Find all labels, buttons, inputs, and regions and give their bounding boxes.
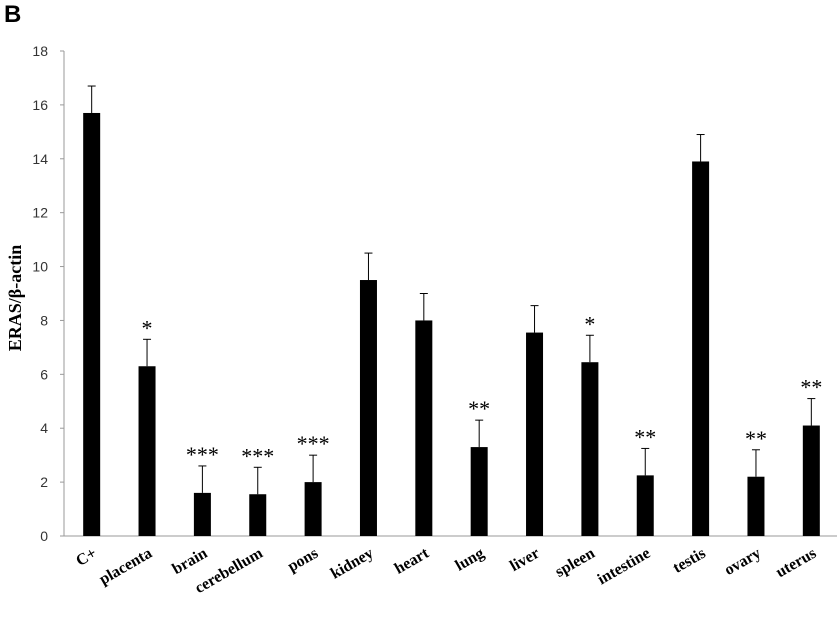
bar bbox=[802, 425, 820, 536]
bar bbox=[470, 447, 488, 536]
x-tick-label: placenta bbox=[96, 545, 155, 589]
bar bbox=[747, 476, 765, 536]
bar bbox=[138, 366, 156, 536]
x-tick-label: pons bbox=[285, 545, 321, 576]
significance-mark: ** bbox=[468, 396, 490, 421]
y-tick-label: 12 bbox=[32, 205, 48, 221]
y-tick-label: 0 bbox=[40, 528, 48, 544]
y-tick-label: 14 bbox=[32, 151, 48, 167]
x-tick-label: testis bbox=[670, 545, 709, 577]
x-tick-label: ovary bbox=[722, 545, 764, 579]
y-axis-label: ERAS/β-actin bbox=[5, 245, 25, 352]
x-tick-label: brain bbox=[170, 545, 211, 578]
x-tick-label: spleen bbox=[552, 545, 598, 581]
significance-mark: *** bbox=[186, 442, 219, 467]
y-axis: 0 2 4 6 8 10 12 14 16 18 bbox=[32, 43, 65, 544]
significance-mark: * bbox=[584, 311, 595, 336]
bar bbox=[359, 280, 377, 536]
bar bbox=[581, 362, 599, 536]
significance-marks: **** *** ******** **** bbox=[142, 311, 823, 468]
bar bbox=[83, 112, 101, 536]
significance-mark: ** bbox=[800, 375, 822, 400]
x-tick-label: kidney bbox=[328, 545, 377, 583]
x-tick-label: liver bbox=[507, 545, 542, 575]
error-bars bbox=[87, 85, 816, 495]
bar bbox=[692, 161, 710, 536]
y-tick-label: 18 bbox=[32, 43, 48, 59]
y-tick-label: 10 bbox=[32, 259, 48, 275]
x-tick-label: heart bbox=[392, 544, 433, 577]
bar bbox=[304, 482, 322, 536]
bar bbox=[636, 475, 654, 536]
significance-mark: ** bbox=[634, 424, 656, 449]
x-tick-label: intestine bbox=[595, 545, 654, 589]
y-tick-label: 8 bbox=[40, 312, 48, 328]
x-tick-label: lung bbox=[452, 545, 487, 575]
significance-mark: *** bbox=[297, 431, 330, 456]
x-tick-label: uterus bbox=[773, 545, 819, 582]
y-tick-label: 6 bbox=[40, 366, 48, 382]
y-tick-label: 16 bbox=[32, 97, 48, 113]
bar bbox=[415, 320, 433, 536]
bars bbox=[83, 112, 820, 536]
y-tick-label: 4 bbox=[40, 420, 48, 436]
significance-mark: ** bbox=[745, 426, 767, 451]
bar bbox=[249, 494, 267, 536]
y-tick-label: 2 bbox=[40, 474, 48, 490]
x-tick-label: C+ bbox=[73, 545, 99, 570]
panel-label: B bbox=[4, 1, 21, 28]
bar bbox=[526, 332, 544, 536]
significance-mark: * bbox=[142, 315, 153, 340]
significance-mark: *** bbox=[241, 443, 274, 468]
bar bbox=[193, 492, 211, 536]
